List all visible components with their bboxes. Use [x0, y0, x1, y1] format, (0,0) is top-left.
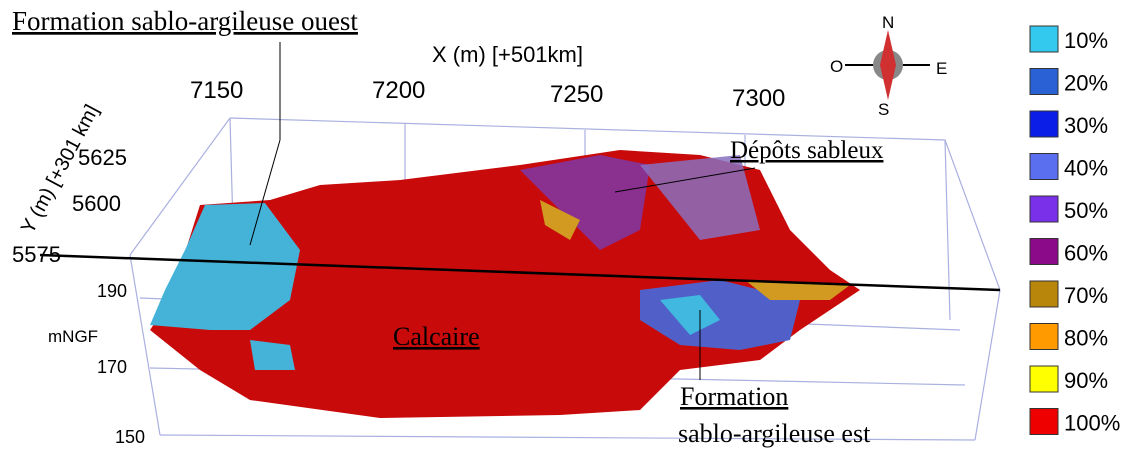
leader	[249, 139, 281, 246]
x-axis-label: X (m) [+501km]	[432, 42, 583, 67]
annotation: sablo-argileuse est	[678, 419, 871, 448]
x-tick-label: 7200	[372, 77, 425, 104]
z-axis-label: mNGF	[48, 327, 98, 346]
z-tick-label: 150	[115, 427, 145, 447]
legend-swatch	[1029, 195, 1059, 223]
legend-label: 50%	[1064, 198, 1108, 223]
y-tick-label: 5600	[72, 191, 121, 216]
compass-label: S	[878, 100, 889, 119]
z-tick-label: 170	[97, 357, 127, 377]
legend-swatch	[1029, 110, 1059, 138]
legend-label: 100%	[1064, 411, 1120, 436]
legend-label: 60%	[1064, 241, 1108, 266]
compass-label: O	[830, 57, 843, 76]
x-tick-label: 7150	[190, 77, 243, 104]
z-tick-label: 190	[97, 281, 127, 301]
front-edge	[39, 253, 1001, 292]
compass: N S E O	[830, 13, 947, 119]
annotation: Formation sablo-argileuse ouest	[12, 6, 358, 36]
compass-label: E	[936, 59, 947, 78]
compass-label: N	[882, 13, 894, 32]
legend-swatch	[1029, 153, 1059, 180]
legend-label: 30%	[1064, 113, 1108, 138]
legend-swatch	[1029, 323, 1059, 350]
legend-label: 70%	[1064, 283, 1108, 308]
legend-swatch	[1029, 280, 1059, 308]
legend-swatch	[1029, 408, 1059, 435]
legend: 10% 20% 30% 40% 50% 60% 70% 80% 90% 100%	[1029, 25, 1120, 436]
geology-model	[150, 150, 860, 418]
x-tick-label: 7300	[732, 85, 785, 112]
y-tick-label: 5575	[12, 242, 61, 267]
legend-swatch	[1029, 238, 1059, 265]
legend-label: 80%	[1064, 326, 1108, 351]
legend-label: 10%	[1064, 28, 1108, 53]
y-tick-label: 5625	[78, 145, 127, 170]
annotation: Dépôts sableux	[730, 137, 884, 164]
legend-swatch	[1029, 365, 1059, 393]
legend-label: 90%	[1064, 368, 1108, 393]
legend-label: 20%	[1064, 71, 1108, 96]
legend-label: 40%	[1064, 156, 1108, 181]
annotation: Calcaire	[393, 322, 480, 351]
x-tick-label: 7250	[550, 81, 603, 108]
leader	[614, 167, 756, 193]
legend-swatch	[1029, 25, 1059, 53]
legend-swatch	[1029, 68, 1059, 95]
annotation: Formation	[680, 382, 788, 411]
